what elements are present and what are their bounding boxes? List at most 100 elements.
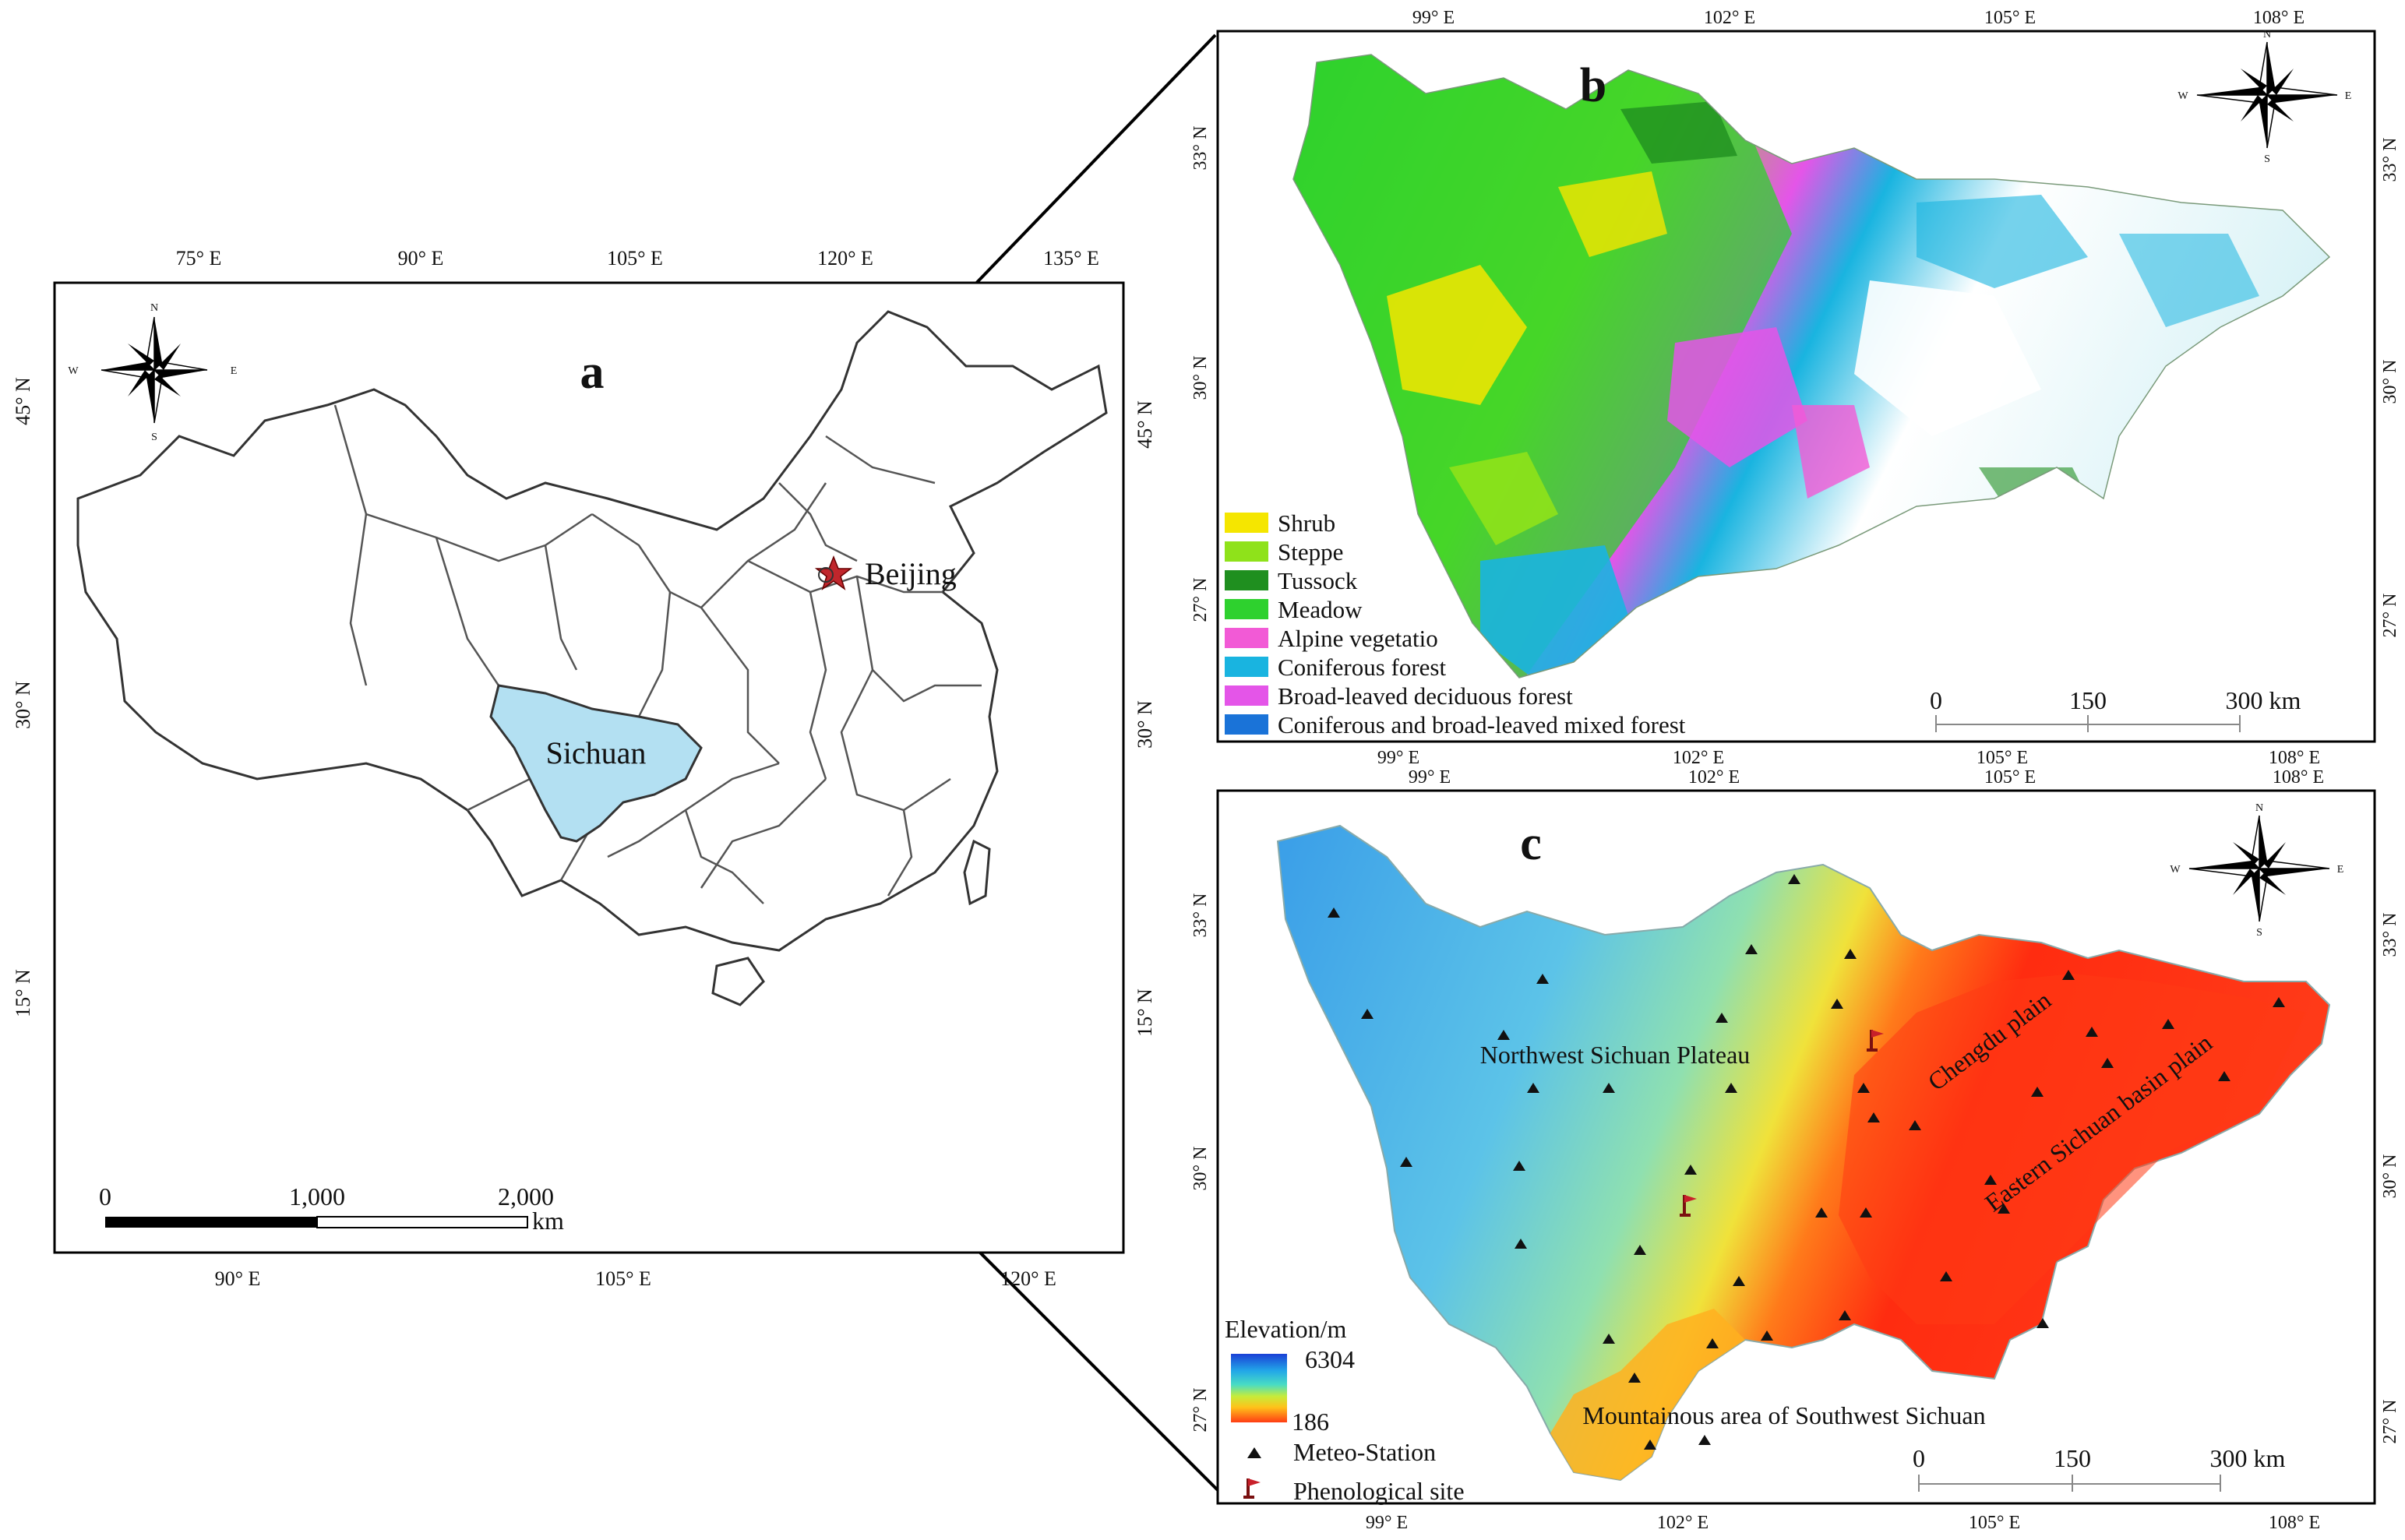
panel-c-bottom-ticks: 99° E 102° E 105° E 108° E bbox=[1366, 1513, 2320, 1533]
station-marker bbox=[2101, 1058, 2114, 1068]
vegetation-legend: Shrub Steppe Tussock Meadow Alpine veget… bbox=[1225, 509, 1686, 738]
panel-b-left-ticks: 33° N 30° N 27° N bbox=[1190, 126, 1211, 622]
station-marker bbox=[1839, 1310, 1851, 1320]
region-label-northwest: Northwest Sichuan Plateau bbox=[1480, 1041, 1751, 1069]
station-marker bbox=[1831, 999, 1843, 1009]
legend-swatch bbox=[1225, 685, 1268, 706]
compass-rose-icon: N S E W bbox=[68, 302, 237, 443]
station-marker bbox=[1536, 974, 1549, 984]
scale-label: 1,000 bbox=[289, 1182, 345, 1211]
panel-b: 99° E 102° E 105° E 108° E 99° E 102° E … bbox=[1190, 8, 2400, 768]
elevation-colorbar bbox=[1231, 1354, 1287, 1422]
scale-bar-c: 0 150 300 km bbox=[1913, 1444, 2286, 1492]
legend-label: Alpine vegetatio bbox=[1278, 625, 1438, 652]
compass-w: W bbox=[68, 365, 79, 377]
elevation-title: Elevation/m bbox=[1225, 1315, 1347, 1343]
beijing-marker: Beijing bbox=[814, 555, 957, 591]
station-marker bbox=[1515, 1239, 1527, 1249]
legend-swatch bbox=[1225, 513, 1268, 533]
compass-rose-icon: N S E W bbox=[2170, 802, 2343, 939]
tick-label: 108° E bbox=[2269, 748, 2320, 768]
legend-item: Tussock bbox=[1225, 567, 1358, 594]
station-legend: Meteo-Station Phenological site bbox=[1243, 1438, 1465, 1505]
station-marker bbox=[2062, 970, 2075, 980]
station-marker bbox=[1725, 1083, 1737, 1093]
tick-label: 105° E bbox=[1969, 1513, 2020, 1533]
tick-label: 30° N bbox=[12, 681, 34, 729]
taiwan-island bbox=[963, 839, 991, 906]
legend-swatch bbox=[1225, 714, 1268, 735]
compass-s: S bbox=[151, 432, 157, 443]
legend-item: Alpine vegetatio bbox=[1225, 625, 1438, 652]
panel-a-left-ticks: 45° N 30° N 15° N bbox=[12, 377, 34, 1017]
triangle-icon bbox=[1247, 1447, 1261, 1458]
tick-label: 120° E bbox=[1000, 1267, 1056, 1290]
tick-label: 30° N bbox=[1134, 700, 1156, 749]
scale-label: 300 km bbox=[2210, 1444, 2286, 1472]
panel-c: 99° E 102° E 105° E 108° E 99° E 102° E … bbox=[1190, 767, 2400, 1533]
tick-label: 27° N bbox=[1190, 578, 1211, 622]
flag-icon bbox=[1867, 1030, 1884, 1052]
legend-item: Shrub bbox=[1225, 509, 1335, 537]
legend-swatch bbox=[1225, 657, 1268, 677]
tick-label: 105° E bbox=[607, 247, 663, 270]
panel-c-left-ticks: 33° N 30° N 27° N bbox=[1190, 893, 1211, 1433]
panel-c-top-ticks: 99° E 102° E 105° E 108° E bbox=[1409, 767, 2324, 788]
legend-swatch bbox=[1225, 599, 1268, 619]
station-marker bbox=[2162, 1019, 2174, 1029]
tick-label: 105° E bbox=[1984, 8, 2036, 28]
station-marker bbox=[1867, 1112, 1880, 1122]
station-marker bbox=[1628, 1373, 1641, 1383]
tick-label: 102° E bbox=[1688, 767, 1740, 788]
station-marker bbox=[1815, 1207, 1828, 1218]
station-legend-label: Meteo-Station bbox=[1293, 1438, 1436, 1466]
station-marker bbox=[1400, 1157, 1412, 1167]
flag-icon bbox=[1243, 1478, 1261, 1499]
scale-unit: km bbox=[532, 1207, 564, 1235]
tick-label: 33° N bbox=[2380, 913, 2400, 957]
panel-c-letter: c bbox=[1520, 817, 1542, 870]
hainan-island bbox=[711, 957, 765, 1006]
station-marker bbox=[1716, 1013, 1728, 1023]
tick-label: 15° N bbox=[12, 969, 34, 1017]
station-marker bbox=[2218, 1071, 2230, 1081]
station-marker bbox=[2273, 997, 2285, 1007]
legend-item: Coniferous and broad-leaved mixed forest bbox=[1225, 711, 1686, 738]
station-marker bbox=[1857, 1083, 1870, 1093]
panel-a-bottom-ticks: 90° E 105° E 120° E bbox=[215, 1267, 1056, 1290]
phenological-sites bbox=[1680, 1030, 1884, 1217]
tick-label: 99° E bbox=[1409, 767, 1451, 788]
compass-n: N bbox=[2255, 802, 2263, 814]
legend-label: Coniferous and broad-leaved mixed forest bbox=[1278, 711, 1686, 738]
station-marker bbox=[1527, 1083, 1539, 1093]
compass-n: N bbox=[150, 302, 158, 314]
tick-label: 102° E bbox=[1657, 1513, 1709, 1533]
compass-s: S bbox=[2256, 927, 2262, 939]
station-marker bbox=[1634, 1245, 1646, 1255]
legend-swatch bbox=[1225, 570, 1268, 590]
station-marker bbox=[1684, 1165, 1697, 1175]
station-marker bbox=[1733, 1276, 1745, 1286]
scale-label: 300 km bbox=[2226, 686, 2301, 714]
compass-rose-icon: N S E W bbox=[2178, 29, 2351, 165]
capital-circle-icon bbox=[818, 567, 834, 583]
legend-label: Meadow bbox=[1278, 596, 1363, 623]
sichuan-outline-b bbox=[1292, 54, 2331, 678]
station-marker bbox=[1745, 944, 1758, 954]
legend-item: Meadow bbox=[1225, 596, 1363, 623]
tick-label: 45° N bbox=[12, 377, 34, 425]
compass-w: W bbox=[2170, 864, 2181, 876]
scale-label: 0 bbox=[99, 1182, 111, 1211]
tick-label: 33° N bbox=[2380, 138, 2400, 182]
compass-w: W bbox=[2178, 90, 2188, 102]
legend-label: Shrub bbox=[1278, 509, 1335, 537]
tick-label: 90° E bbox=[398, 247, 444, 270]
meteo-stations bbox=[1328, 874, 2285, 1450]
compass-e: E bbox=[2345, 90, 2352, 102]
station-marker bbox=[1361, 1009, 1374, 1019]
tick-label: 120° E bbox=[817, 247, 873, 270]
station-marker bbox=[1698, 1435, 1711, 1445]
tick-label: 75° E bbox=[176, 247, 222, 270]
legend-item: Steppe bbox=[1225, 538, 1343, 566]
